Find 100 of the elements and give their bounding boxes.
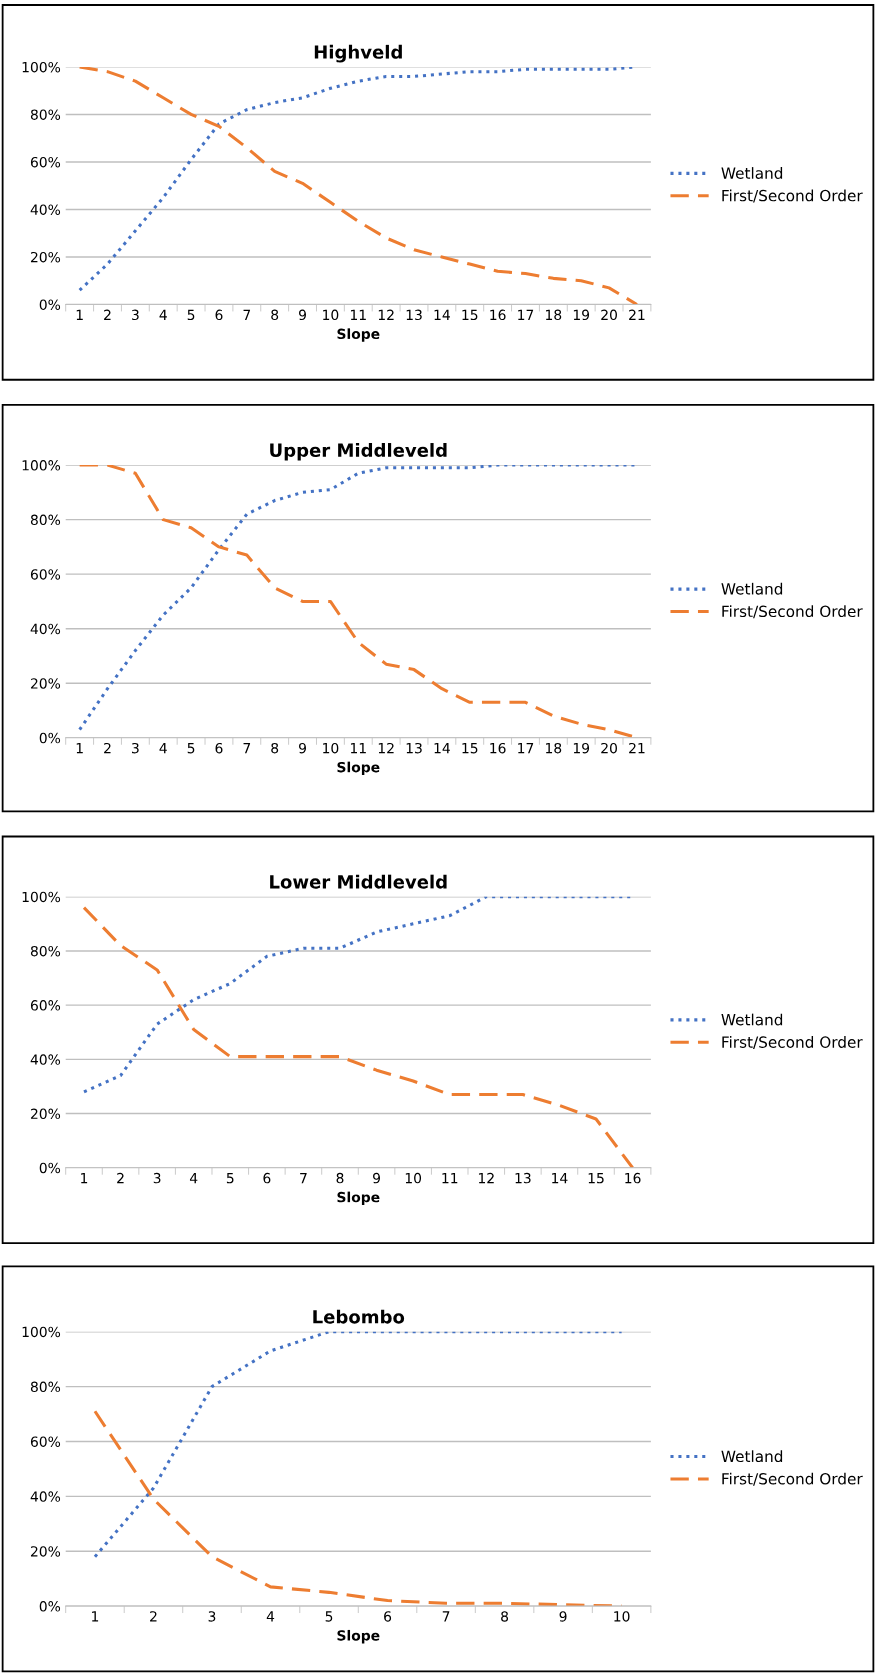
- x-tick-label: 14: [434, 309, 450, 320]
- x-tick-label: 11: [350, 743, 366, 754]
- x-tick-label: 6: [215, 309, 223, 321]
- x-tick-label: 13: [406, 309, 422, 321]
- x-tick-label: 21: [629, 309, 645, 320]
- x-tick-label: 20: [601, 742, 617, 754]
- x-tick-label: 4: [159, 743, 167, 754]
- y-tick-label: 40%: [30, 1491, 61, 1502]
- x-tick-label: 6: [384, 1611, 392, 1622]
- line-series: [82, 906, 635, 1168]
- x-tick-label: 3: [153, 1172, 161, 1184]
- x-tick-label: 1: [76, 309, 83, 320]
- x-tick-label: 17: [518, 743, 534, 754]
- x-axis-title: Slope: [337, 761, 380, 776]
- x-tick-label: 7: [243, 743, 251, 754]
- legend-label: Wetland: [721, 1013, 783, 1026]
- y-tick-label: 40%: [30, 623, 61, 635]
- x-tick-label: 8: [271, 309, 279, 321]
- y-tick-label: 0%: [39, 732, 61, 744]
- legend-label: First/Second Order: [722, 1036, 863, 1050]
- x-tick-label: 15: [462, 743, 478, 754]
- x-tick-label: 1: [81, 1173, 88, 1184]
- chart-title: Highveld: [314, 44, 402, 63]
- x-tick-label: 9: [559, 1611, 567, 1622]
- y-tick-label: 0%: [39, 299, 61, 310]
- chart-title: Lebombo: [313, 1309, 405, 1324]
- x-tick-label: 11: [442, 1173, 458, 1184]
- y-tick-label: 60%: [30, 1436, 61, 1447]
- x-tick-label: 8: [501, 1611, 509, 1622]
- x-tick-label: 19: [573, 309, 590, 321]
- y-tick-label: 80%: [30, 945, 61, 957]
- x-tick-label: 3: [132, 309, 139, 321]
- y-tick-label: 80%: [30, 1381, 61, 1393]
- x-tick-label: 17: [518, 309, 534, 320]
- y-tick-label: 40%: [30, 204, 61, 215]
- x-tick-label: 18: [546, 742, 562, 754]
- x-tick-label: 5: [187, 743, 195, 754]
- x-tick-label: 16: [625, 1172, 641, 1184]
- x-tick-label: 14: [552, 1173, 568, 1184]
- chart-title: Upper Middleveld: [270, 443, 447, 461]
- x-tick-label: 3: [132, 742, 139, 754]
- x-tick-label: 10: [614, 1611, 630, 1622]
- y-tick-label: 20%: [30, 1108, 61, 1120]
- x-tick-label: 16: [490, 309, 506, 321]
- x-tick-label: 4: [189, 1173, 198, 1184]
- x-tick-label: 15: [588, 1173, 604, 1184]
- y-tick-label: 20%: [30, 251, 61, 263]
- x-tick-label: 4: [266, 1611, 275, 1622]
- x-tick-label: 2: [150, 1611, 157, 1622]
- line-series: [93, 1331, 624, 1559]
- x-tick-label: 5: [187, 309, 195, 321]
- x-tick-label: 14: [434, 743, 450, 754]
- x-tick-label: 13: [515, 1172, 531, 1184]
- x-tick-label: 6: [263, 1172, 271, 1184]
- x-tick-label: 2: [104, 742, 111, 754]
- y-tick-label: 0%: [39, 1162, 61, 1174]
- y-tick-label: 80%: [30, 109, 61, 120]
- legend-label: First/Second Order: [722, 1472, 863, 1486]
- x-tick-label: 2: [117, 1172, 124, 1184]
- legend-label: Wetland: [721, 1450, 783, 1463]
- x-tick-label: 6: [215, 742, 223, 754]
- x-tick-label: 3: [208, 1611, 216, 1622]
- x-tick-label: 15: [462, 309, 478, 321]
- x-axis-title: Slope: [337, 328, 380, 342]
- x-tick-label: 2: [104, 309, 111, 320]
- x-tick-label: 12: [478, 1172, 494, 1184]
- x-tick-label: 20: [601, 309, 617, 321]
- x-tick-label: 7: [243, 309, 251, 320]
- x-tick-label: 9: [299, 742, 306, 754]
- x-tick-label: 4: [159, 309, 167, 320]
- x-tick-label: 16: [490, 742, 506, 754]
- x-tick-label: 5: [226, 1173, 234, 1184]
- x-tick-label: 8: [336, 1172, 344, 1184]
- x-tick-label: 10: [323, 742, 339, 754]
- x-tick-label: 9: [299, 309, 306, 321]
- x-tick-label: 7: [300, 1173, 307, 1184]
- x-tick-label: 12: [378, 742, 394, 754]
- x-tick-label: 5: [325, 1611, 333, 1622]
- chart-title: Lower Middleveld: [270, 874, 447, 889]
- x-tick-label: 8: [271, 742, 279, 754]
- y-tick-label: 40%: [30, 1054, 61, 1065]
- y-tick-label: 60%: [30, 156, 61, 168]
- legend-label: First/Second Order: [722, 189, 863, 203]
- legend-label: First/Second Order: [722, 605, 863, 619]
- x-tick-label: 10: [405, 1172, 422, 1184]
- y-tick-label: 60%: [30, 569, 61, 580]
- y-tick-label: 20%: [30, 1546, 61, 1557]
- x-tick-label: 21: [629, 742, 645, 754]
- y-tick-label: 100%: [22, 460, 61, 471]
- y-tick-label: 100%: [22, 891, 61, 903]
- x-tick-label: 7: [442, 1611, 450, 1622]
- y-tick-label: 20%: [30, 678, 61, 689]
- x-tick-label: 1: [92, 1611, 99, 1622]
- y-tick-label: 100%: [22, 61, 61, 73]
- y-tick-label: 80%: [30, 514, 61, 526]
- legend-label: Wetland: [721, 582, 783, 595]
- y-tick-label: 60%: [30, 1000, 61, 1011]
- x-tick-label: 12: [378, 309, 394, 320]
- x-tick-label: 1: [76, 743, 83, 754]
- x-tick-label: 11: [350, 309, 366, 320]
